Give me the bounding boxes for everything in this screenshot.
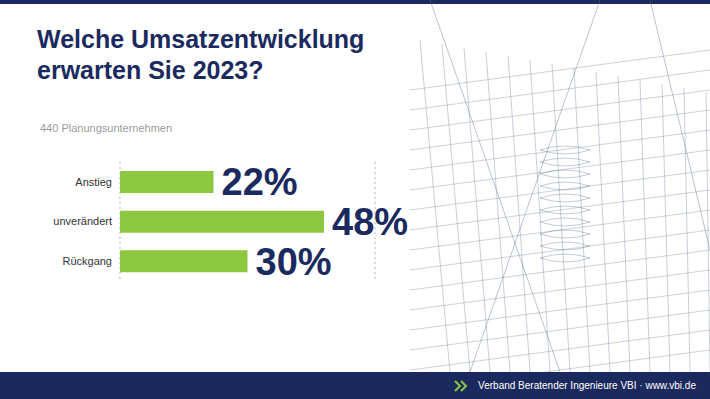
html-text:440 Planungsunternehmen: 440 Planungsunternehmen [40, 122, 173, 134]
html-text:Welche Umsatzentwicklung erwar: Welche Umsatzentwicklung erwarten Sie 20… [37, 25, 365, 84]
html-text:Verband Beratender Ingenieure: Verband Beratender Ingenieure VBI · www.… [478, 380, 696, 391]
svg-text:Rückgang: Rückgang [62, 255, 112, 267]
svg-text:48%: 48% [332, 201, 408, 243]
svg-text:Anstieg: Anstieg [75, 176, 112, 188]
svg-text:30%: 30% [256, 241, 332, 283]
svg-text:22%: 22% [222, 161, 298, 203]
svg-text:unverändert: unverändert [53, 215, 112, 227]
